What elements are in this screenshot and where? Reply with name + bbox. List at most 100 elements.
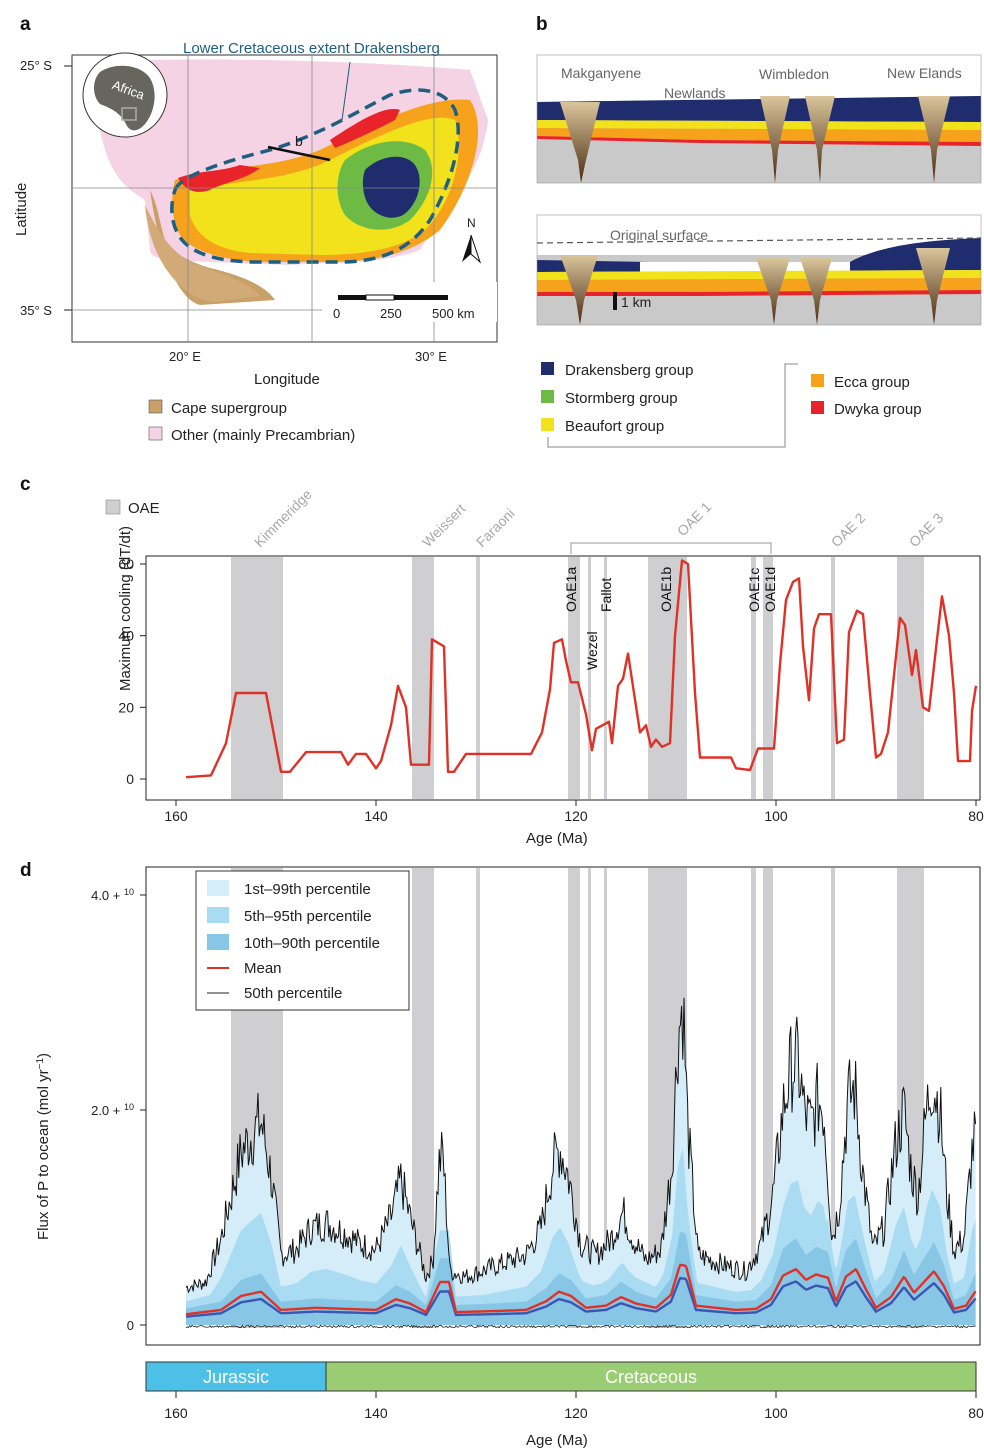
map-frame: [71, 54, 498, 343]
flux-ylabel: Flux of P to ocean (mol yr−1): [35, 1053, 53, 1240]
event-label: OAE 2: [828, 509, 869, 550]
cooling-xtick-label: 120: [564, 808, 588, 824]
scale-label-0: 0: [333, 306, 340, 321]
oae-band-d-1: [412, 868, 434, 1328]
cooling-ytick-label: 60: [118, 556, 134, 572]
percentile-1-line: [185, 1324, 976, 1329]
flux-xlabel: Age (Ma): [526, 1432, 588, 1449]
flux-ytick-label: 4.0 + 10: [91, 887, 134, 903]
flux-xtick-label: 140: [364, 1405, 388, 1421]
africa-shape: [94, 65, 155, 131]
extent-pointer: [341, 61, 351, 121]
pipe-wimbledon: [805, 96, 835, 183]
sub-event-label: OAE1a: [563, 567, 579, 612]
oae-legend-label: OAE: [128, 500, 160, 517]
oae-band-d-8: [763, 868, 773, 1328]
dwyka-north-area: [330, 109, 400, 148]
era-label-cretaceous: Cretaceous: [605, 1367, 697, 1387]
legend-swatch-cape: [148, 399, 163, 414]
pipe-newlands: [760, 96, 790, 183]
oae-band-2: [476, 557, 480, 799]
legend-swatch-stormberg: [541, 390, 554, 403]
flux-ytick-label: 2.0 + 10: [91, 1102, 134, 1118]
legend-label-cape: Cape supergroup: [171, 400, 287, 417]
map-panel: b Lower Cretaceous extent Drakensberg Af…: [13, 40, 498, 444]
drakensberg-extent-outline: [170, 88, 460, 264]
legend-label-stormberg: Stormberg group: [565, 390, 678, 407]
flux-xtick-label: 100: [764, 1405, 788, 1421]
pipe-new-elands: [918, 96, 950, 183]
sub-event-label: OAE1b: [658, 567, 674, 612]
north-label: N: [467, 216, 476, 230]
lon-tick-30: 30° E: [415, 349, 447, 364]
cooling-xlabel: Age (Ma): [526, 830, 588, 847]
legend-swatch-precambrian: [148, 426, 163, 441]
panel-label-a: a: [20, 14, 31, 35]
legend-swatch-p90: [207, 934, 229, 950]
label-wimbledon: Wimbledon: [759, 66, 829, 82]
flux-legend-box: [195, 870, 410, 1011]
panel-label-d: d: [20, 860, 32, 881]
panel-label-b: b: [536, 14, 548, 35]
lon-tick-20: 20° E: [169, 349, 201, 364]
era-bar: Jurassic Cretaceous 160 140 120 100 80: [145, 1361, 984, 1421]
scale-bar-bg: [322, 282, 497, 322]
map-ylabel: Latitude: [13, 183, 30, 236]
legend-swatch-p99: [207, 880, 229, 896]
inset-box: [121, 107, 137, 121]
oae1-bracket: [570, 542, 772, 554]
legend-label-p95: 5th–95th percentile: [244, 908, 372, 925]
oae-band-d-4: [588, 868, 591, 1328]
event-label: Kimmeridge: [251, 486, 315, 550]
oae-band-d-7: [751, 868, 756, 1328]
legend-label-dwyka: Dwyka group: [834, 401, 922, 418]
legend-swatch-ecca: [811, 374, 824, 387]
oae-band-5: [604, 557, 607, 799]
lat-tick-25: 25° S: [20, 58, 52, 73]
cooling-xtick-label: 160: [164, 808, 188, 824]
legend-swatch-beaufort: [541, 418, 554, 431]
flux-chart: 4.0 + 10 2.0 + 10 0: [91, 866, 981, 1346]
event-label: OAE 3: [906, 509, 947, 550]
scale-label-250: 250: [380, 306, 402, 321]
legend-swatch-p95: [207, 907, 229, 923]
oae-band-3: [568, 557, 580, 799]
drakensberg-group-area: [362, 156, 420, 218]
oae-legend-swatch: [105, 499, 121, 515]
cross-section-top: Makganyene Newlands Wimbledon New Elands: [536, 54, 982, 184]
north-arrow-icon-right: [470, 234, 482, 264]
cooling-plot-frame: [145, 555, 981, 801]
label-original-surface: Original surface: [610, 227, 708, 243]
legend-bracket: [547, 363, 798, 448]
map-title: Lower Cretaceous extent Drakensberg: [183, 40, 440, 57]
dwyka-group-area: [178, 165, 260, 192]
legend-label-ecca: Ecca group: [834, 374, 910, 391]
cooling-series-line: [185, 559, 978, 779]
sub-event-label: Fallot: [598, 578, 614, 612]
oae-band-8: [763, 557, 773, 799]
cape-supergroup-fold: [145, 205, 260, 302]
era-cretaceous: [325, 1361, 977, 1392]
legend-label-beaufort: Beaufort group: [565, 418, 664, 435]
label-makganyene: Makganyene: [561, 65, 641, 81]
legend-label-p90: 10th–90th percentile: [244, 935, 380, 952]
legend-label-median: 50th percentile: [244, 985, 342, 1002]
percentile-99-line: [185, 997, 977, 1294]
legend-label-drakensberg: Drakensberg group: [565, 362, 693, 379]
section-line: [267, 145, 331, 162]
era-jurassic: [145, 1361, 327, 1392]
cross-section-bottom: Original surface 1 km: [536, 214, 982, 326]
cooling-ytick-label: 20: [118, 699, 134, 715]
legend-label-mean: Mean: [244, 960, 282, 977]
sub-event-label: OAE1d: [762, 567, 778, 612]
mean-line: [185, 1263, 977, 1316]
flux-xtick-label: 120: [564, 1405, 588, 1421]
flux-xtick-label: 160: [164, 1405, 188, 1421]
km-scale-bar: [613, 292, 617, 310]
scale-seg-3: [394, 295, 448, 300]
sub-event-label: OAE1c: [746, 568, 762, 612]
label-newlands: Newlands: [664, 85, 725, 101]
oae-band-4: [588, 557, 591, 799]
